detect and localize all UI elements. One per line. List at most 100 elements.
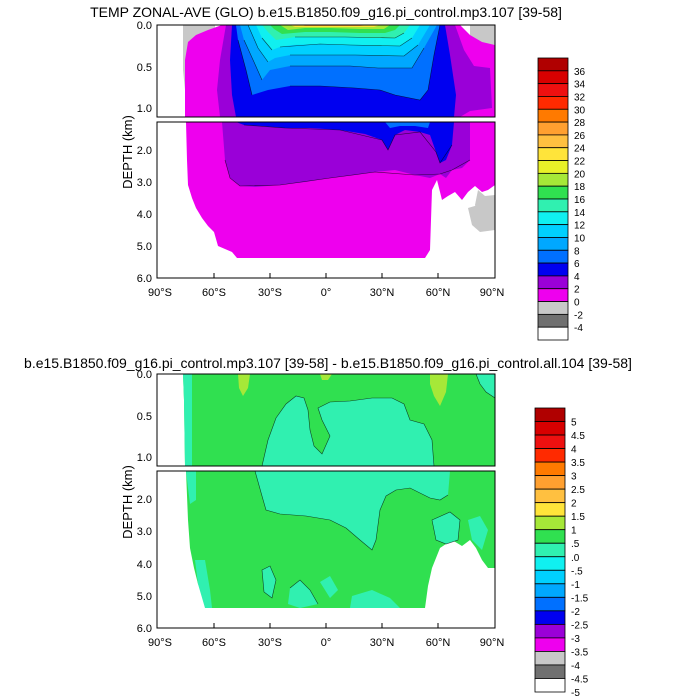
colorbar-label: 26 xyxy=(574,131,586,142)
colorbar-swatch xyxy=(534,678,566,693)
colorbar-swatch xyxy=(534,569,566,585)
colorbar-label: -4.5 xyxy=(571,674,589,685)
x-tick-label: 30°N xyxy=(370,287,395,299)
colorbar-label: -2 xyxy=(571,607,580,618)
colorbar-swatch xyxy=(537,96,569,110)
colorbar-label: 28 xyxy=(574,118,586,129)
panel-2-y-ticks-lower: 2.0 3.0 4.0 5.0 6.0 xyxy=(137,494,152,635)
x-tick-label: 30°N xyxy=(370,637,395,649)
colorbar-swatch xyxy=(537,57,569,72)
colorbar-swatch xyxy=(537,288,569,302)
x-tick-label: 30°S xyxy=(258,637,282,649)
panel-1: TEMP ZONAL-AVE (GLO) b.e15.B1850.f09_g16… xyxy=(90,4,586,341)
panel-1-tick-marks xyxy=(213,273,439,278)
colorbar-label: -1.5 xyxy=(571,593,589,604)
panel-2-y-ticks-upper: 0.0 0.5 1.0 xyxy=(137,369,152,464)
panel-2-x-ticks: 90°S 60°S 30°S 0° 30°N 60°N 90°N xyxy=(148,637,504,649)
colorbar-swatch xyxy=(534,556,566,571)
colorbar-label: 10 xyxy=(574,233,586,244)
colorbar-swatch xyxy=(534,651,566,666)
y-tick-label: 5.0 xyxy=(137,241,152,253)
y-tick-label: 0.5 xyxy=(137,411,152,423)
x-tick-label: 60°N xyxy=(426,637,451,649)
colorbar-swatch xyxy=(537,185,569,200)
panel-2-upper-section xyxy=(157,374,495,466)
colorbar-swatch xyxy=(534,529,566,544)
colorbar-swatch xyxy=(534,583,566,598)
colorbar-label: 0 xyxy=(574,298,580,309)
colorbar-label: 22 xyxy=(574,157,586,168)
x-tick-label: 90°N xyxy=(480,637,505,649)
colorbar-swatch xyxy=(534,596,566,612)
x-tick-label: 90°S xyxy=(148,637,172,649)
y-tick-label: 3.0 xyxy=(137,526,152,538)
x-tick-label: 90°N xyxy=(480,287,505,299)
panel-1-x-ticks: 90°S 60°S 30°S 0° 30°N 60°N 90°N xyxy=(148,287,504,299)
x-tick-label: 90°S xyxy=(148,287,172,299)
panel-2-title: b.e15.B1850.f09_g16.pi_control.mp3.107 [… xyxy=(24,355,632,371)
colorbar-label: 4 xyxy=(571,445,577,456)
colorbar-label: -4 xyxy=(574,323,583,334)
y-tick-label: 0.5 xyxy=(137,62,152,74)
colorbar-swatch xyxy=(537,313,569,328)
y-tick-label: 2.0 xyxy=(137,494,152,506)
panel-1-upper-frame xyxy=(156,24,496,118)
x-tick-label: 0° xyxy=(321,287,332,299)
y-tick-label: 2.0 xyxy=(137,145,152,157)
x-tick-label: 60°N xyxy=(426,287,451,299)
y-tick-label: 1.0 xyxy=(137,452,152,464)
y-tick-label: 1.0 xyxy=(137,103,152,115)
panel-1-ylabel: DEPTH (km) xyxy=(120,115,135,189)
panel-1-upper-section xyxy=(157,25,495,117)
colorbar-swatch xyxy=(537,108,569,123)
colorbar-label: 16 xyxy=(574,195,586,206)
colorbar-label: -3.5 xyxy=(571,647,589,658)
colorbar-label: 34 xyxy=(574,80,586,91)
colorbar-label: 14 xyxy=(574,208,586,219)
colorbar-swatch xyxy=(537,326,569,341)
colorbar-swatch xyxy=(537,160,569,174)
colorbar-swatch xyxy=(537,147,569,161)
y-tick-label: 4.0 xyxy=(137,209,152,221)
colorbar-label: 32 xyxy=(574,92,586,103)
panel-2-colorbar: 54.543.532.521.51.5.0-.5-1-1.5-2-2.5-3-3… xyxy=(534,407,589,699)
colorbar-label: 1 xyxy=(571,526,577,537)
colorbar-swatch xyxy=(537,70,569,85)
colorbar-label: 2 xyxy=(574,285,580,296)
x-tick-label: 60°S xyxy=(202,637,226,649)
colorbar-label: 3 xyxy=(571,472,577,483)
colorbar-label: 4.5 xyxy=(571,431,585,442)
colorbar-swatch xyxy=(534,488,566,504)
panel-1-y-ticks-upper: 0.0 0.5 1.0 xyxy=(137,20,152,115)
colorbar-label: 30 xyxy=(574,105,586,116)
colorbar-label: 8 xyxy=(574,246,580,257)
colorbar-label: 2.5 xyxy=(571,485,585,496)
colorbar-swatch xyxy=(537,275,569,290)
y-tick-label: 6.0 xyxy=(137,623,152,635)
colorbar-swatch xyxy=(537,301,569,315)
colorbar-swatch xyxy=(534,421,566,436)
colorbar-swatch xyxy=(534,515,566,531)
colorbar-label: .5 xyxy=(571,539,580,550)
colorbar-swatch xyxy=(537,83,569,97)
x-tick-label: 0° xyxy=(321,637,332,649)
y-tick-label: 0.0 xyxy=(137,369,152,381)
panel-2-lower-section xyxy=(157,471,495,628)
colorbar-label: -4 xyxy=(571,661,580,672)
colorbar-label: -2.5 xyxy=(571,620,589,631)
colorbar-label: 24 xyxy=(574,144,586,155)
x-tick-label: 60°S xyxy=(202,287,226,299)
colorbar-label: .0 xyxy=(571,553,580,564)
colorbar-label: -1 xyxy=(571,580,580,591)
colorbar-label: 20 xyxy=(574,169,586,180)
colorbar-label: -3 xyxy=(571,634,580,645)
y-tick-label: 3.0 xyxy=(137,177,152,189)
colorbar-label: 5 xyxy=(571,418,577,429)
colorbar-swatch xyxy=(534,637,566,652)
colorbar-swatch xyxy=(534,623,566,639)
panel-2-upper-frame xyxy=(156,373,496,467)
colorbar-label: 2 xyxy=(571,499,577,510)
colorbar-swatch xyxy=(534,475,566,490)
